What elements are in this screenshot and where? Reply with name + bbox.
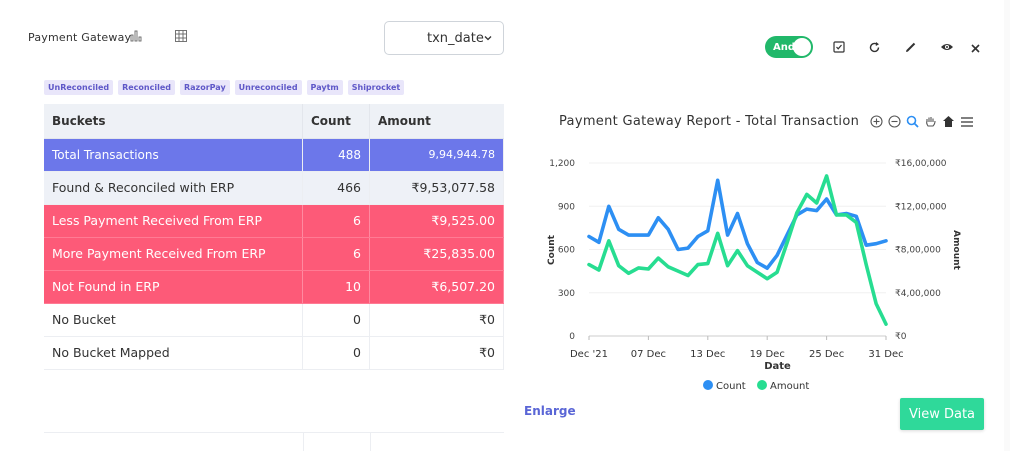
zoom-in-icon[interactable] — [869, 114, 884, 129]
chart-title: Payment Gateway Report - Total Transacti… — [559, 114, 860, 129]
x-tick-label: 13 Dec — [690, 349, 725, 360]
enlarge-link[interactable]: Enlarge — [524, 404, 576, 418]
cell-bucket: Total Transactions — [44, 138, 303, 172]
table-header-row: Buckets Count Amount — [44, 104, 504, 139]
y-tick-label: 300 — [558, 289, 575, 299]
cell-count: 6 — [302, 237, 370, 271]
menu-icon[interactable] — [959, 114, 974, 129]
column-header-count[interactable]: Count — [302, 104, 370, 139]
zoom-out-icon[interactable] — [887, 114, 902, 129]
x-tick-label: 31 Dec — [868, 349, 903, 360]
refresh-icon[interactable] — [867, 40, 881, 54]
toggle-knob — [793, 38, 811, 56]
cell-bucket: No Bucket — [44, 303, 303, 337]
filter-chip[interactable]: RazorPay — [180, 80, 230, 95]
table-row[interactable]: Less Payment Received From ERP 6 ₹9,525.00 — [44, 204, 504, 238]
filter-chip[interactable]: UnReconciled — [44, 80, 114, 95]
table-row[interactable]: Total Transactions 488 9,94,944.78 — [44, 138, 504, 172]
cell-bucket: No Bucket Mapped — [44, 336, 303, 370]
cell-amount: ₹0 — [369, 303, 504, 337]
y2-axis-title: Amount — [951, 230, 961, 270]
filter-chip[interactable]: Paytm — [306, 80, 343, 95]
series-line-count — [587, 178, 888, 270]
cell-bucket: Less Payment Received From ERP — [44, 204, 303, 238]
legend-marker-amount — [757, 380, 767, 390]
cell-count: 0 — [302, 303, 370, 337]
x-tick-label: 25 Dec — [809, 349, 844, 360]
close-icon[interactable] — [969, 42, 981, 54]
bar-chart-view-icon[interactable] — [129, 29, 143, 43]
transaction-line-chart: 0 300 600 900 1,200 ₹0 ₹4,00,000 ₹8,00,000 ₹12,0… — [547, 159, 961, 392]
table-row[interactable]: Not Found in ERP 10 ₹6,507.20 — [44, 270, 504, 304]
y2-tick-label: ₹16,00,000 — [895, 159, 947, 169]
column-divider — [303, 433, 304, 451]
cell-bucket: Found & Reconciled with ERP — [44, 171, 303, 205]
filter-chip[interactable]: Unreconciled — [234, 80, 302, 95]
column-divider — [370, 433, 371, 451]
checkbox-icon[interactable] — [832, 40, 846, 54]
column-header-amount[interactable]: Amount — [369, 104, 504, 139]
cell-bucket: Not Found in ERP — [44, 270, 303, 304]
filter-chip[interactable]: Shiprocket — [347, 80, 405, 95]
chevron-down-icon — [483, 32, 493, 47]
cell-amount: ₹9,525.00 — [369, 204, 504, 238]
column-header-buckets[interactable]: Buckets — [44, 104, 303, 139]
cell-count: 466 — [302, 171, 370, 205]
date-field-select-value: txn_date — [427, 30, 484, 46]
home-reset-icon[interactable] — [941, 114, 956, 129]
edit-pencil-icon[interactable] — [904, 40, 918, 54]
chart-toolbar — [869, 114, 974, 129]
table-bottom-spacer — [44, 432, 504, 451]
legend-marker-count — [703, 380, 713, 390]
y-tick-label: 1,200 — [549, 159, 575, 169]
page-scrollbar[interactable] — [1004, 0, 1010, 451]
table-row[interactable]: No Bucket 0 ₹0 — [44, 303, 504, 337]
toggle-label: And — [773, 41, 796, 53]
cell-amount: ₹6,507.20 — [369, 270, 504, 304]
legend-label-amount: Amount — [770, 381, 809, 392]
y-tick-label: 600 — [558, 246, 575, 256]
cell-amount: ₹9,53,077.58 — [369, 171, 504, 205]
date-field-select[interactable]: txn_date — [384, 21, 504, 55]
y2-tick-label: ₹0 — [895, 332, 907, 342]
view-data-button[interactable]: View Data — [900, 398, 984, 430]
x-tick-label: 19 Dec — [750, 349, 785, 360]
filter-chips: UnReconciled Reconciled RazorPay Unreconcil… — [44, 80, 405, 95]
table-row[interactable]: Found & Reconciled with ERP 466 ₹9,53,077.… — [44, 171, 504, 205]
x-axis-title: Date — [764, 361, 791, 372]
cell-bucket: More Payment Received From ERP — [44, 237, 303, 271]
legend-label-count: Count — [716, 381, 746, 392]
pan-hand-icon[interactable] — [923, 114, 938, 129]
x-tick-label: 07 Dec — [631, 349, 666, 360]
cell-count: 0 — [302, 336, 370, 370]
table-view-icon[interactable] — [174, 29, 188, 43]
cell-count: 488 — [302, 138, 370, 172]
cell-count: 10 — [302, 270, 370, 304]
x-tick-label: Dec '21 — [570, 349, 608, 360]
y2-tick-label: ₹12,00,000 — [895, 202, 947, 212]
cell-amount: 9,94,944.78 — [369, 138, 504, 172]
buckets-table: Buckets Count Amount Total Transactions 4… — [44, 104, 504, 370]
eye-icon[interactable] — [939, 40, 955, 54]
magnifier-zoom-icon[interactable] — [905, 114, 920, 129]
cell-amount: ₹25,835.00 — [369, 237, 504, 271]
y2-tick-label: ₹8,00,000 — [895, 246, 941, 256]
y-tick-label: 900 — [558, 202, 575, 212]
cell-amount: ₹0 — [369, 336, 504, 370]
and-or-toggle[interactable]: And — [765, 36, 813, 58]
table-row[interactable]: More Payment Received From ERP 6 ₹25,835.0… — [44, 237, 504, 271]
table-row[interactable]: No Bucket Mapped 0 ₹0 — [44, 336, 504, 370]
series-line-amount — [587, 174, 888, 326]
cell-count: 6 — [302, 204, 370, 238]
filter-chip[interactable]: Reconciled — [118, 80, 175, 95]
y2-tick-label: ₹4,00,000 — [895, 289, 941, 299]
y-tick-label: 0 — [569, 332, 575, 342]
y-axis-title: Count — [547, 234, 557, 265]
page-title: Payment Gateway — [28, 31, 132, 44]
